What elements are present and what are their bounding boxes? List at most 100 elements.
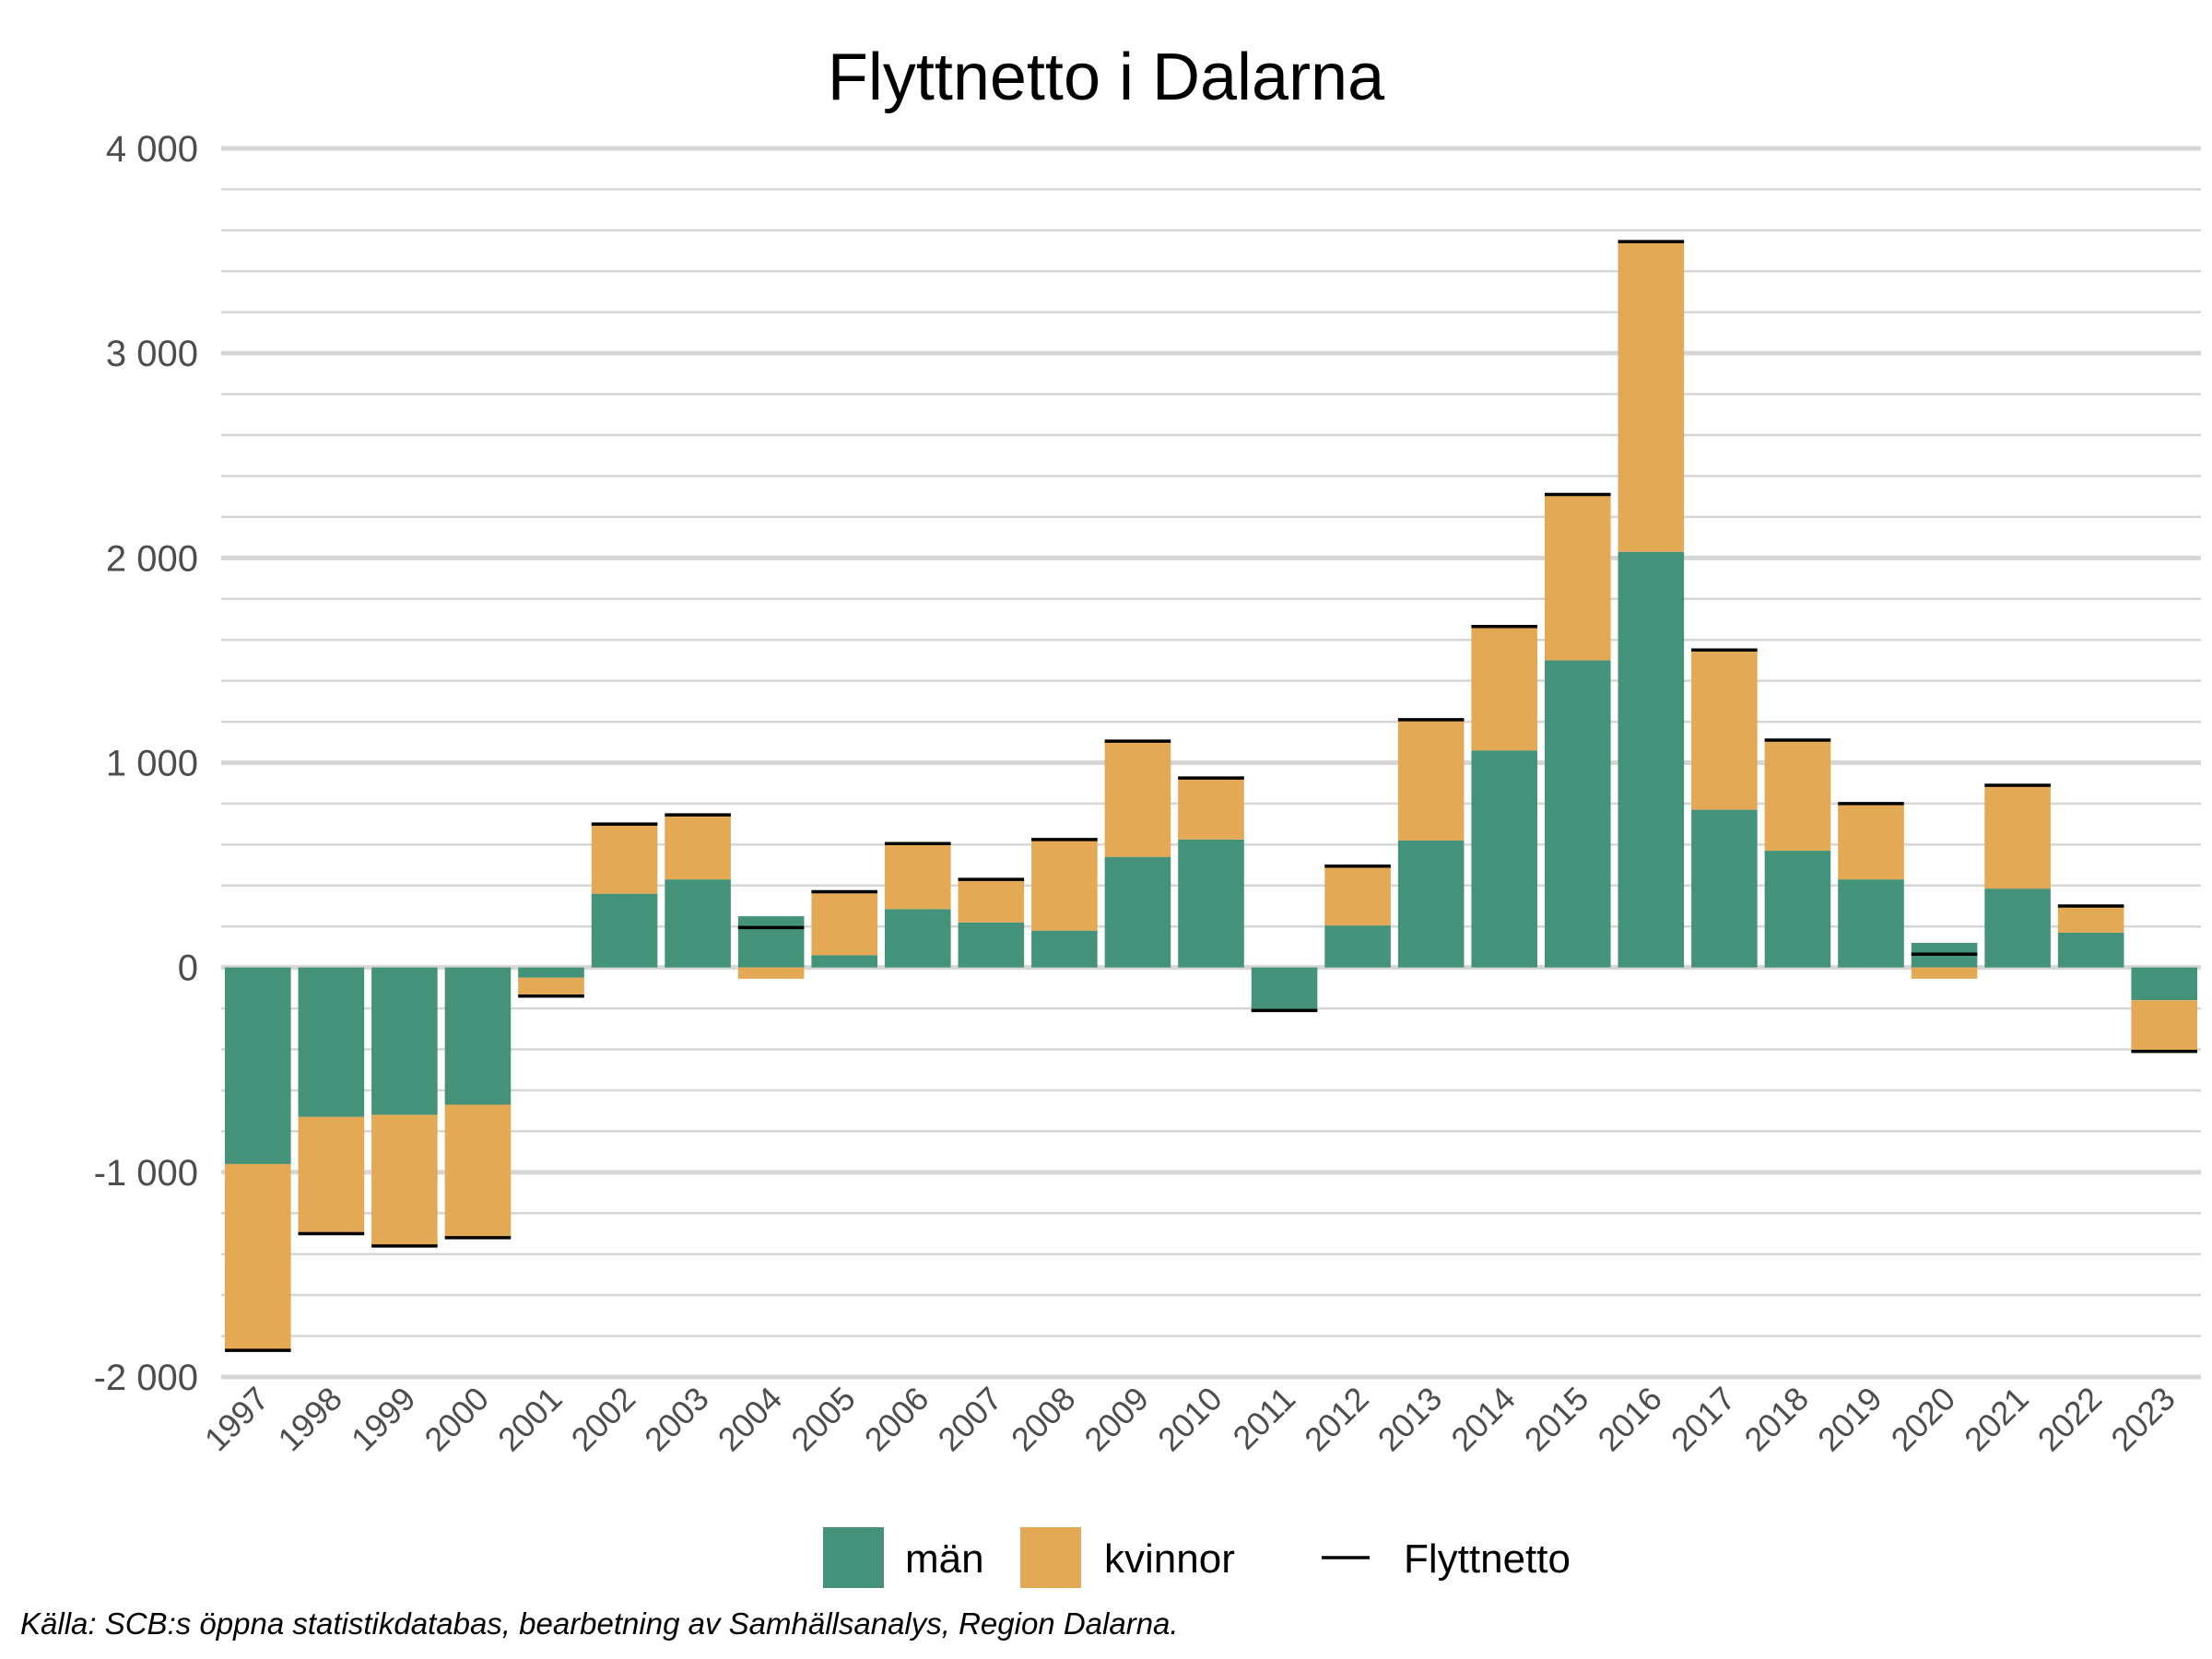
y-tick-label: 3 000 [106, 334, 198, 374]
bar-man [371, 967, 438, 1115]
y-tick-label: 4 000 [106, 129, 198, 170]
bar-kvinnor [1324, 865, 1391, 926]
x-tick-label: 1998 [270, 1380, 349, 1459]
y-tick-label: -2 000 [94, 1358, 198, 1398]
bar-kvinnor [371, 1114, 438, 1246]
x-tick-label: 2014 [1443, 1380, 1523, 1459]
bar-kvinnor [958, 879, 1025, 923]
bars [224, 241, 2198, 1351]
bar-man [1104, 856, 1171, 968]
x-tick-label: 2017 [1664, 1380, 1743, 1459]
chart-caption: Källa: SCB:s öppna statistikdatabas, bea… [20, 1606, 1179, 1641]
bar-kvinnor [1618, 241, 1685, 552]
bar-man [958, 922, 1025, 968]
bar-man [1397, 840, 1465, 968]
bar-kvinnor [1031, 839, 1098, 931]
bar-kvinnor [518, 977, 584, 996]
bar-man [1178, 839, 1244, 968]
bar-kvinnor [1104, 741, 1171, 857]
y-tick-label: -1 000 [94, 1153, 198, 1194]
x-tick-label: 2012 [1297, 1380, 1376, 1459]
y-axis-ticks: 4 000 3 000 2 000 1 000 0 -1 000 -2 000 [94, 129, 198, 1398]
bar-man [665, 879, 731, 968]
x-tick-label: 2013 [1371, 1380, 1450, 1459]
y-tick-label: 2 000 [106, 538, 198, 579]
x-tick-label: 2005 [783, 1380, 863, 1459]
bar-kvinnor [2057, 906, 2124, 933]
x-tick-label: 2022 [2030, 1380, 2110, 1459]
legend: män kvinnor Flyttnetto [823, 1527, 1571, 1588]
bar-man [1251, 967, 1318, 1011]
bar-man [591, 893, 658, 968]
net-lines [224, 240, 2198, 1352]
bar-kvinnor [444, 1104, 512, 1238]
x-tick-label: 2018 [1736, 1380, 1816, 1459]
bar-man [1471, 750, 1538, 968]
legend-swatch-kvinnor [1020, 1527, 1081, 1588]
x-tick-label: 2001 [490, 1380, 570, 1459]
bar-man [811, 955, 878, 968]
x-tick-label: 2010 [1150, 1380, 1230, 1459]
bar-man [1691, 809, 1758, 968]
bar-kvinnor [1471, 626, 1538, 751]
bar-kvinnor [665, 815, 731, 880]
bar-man [1618, 551, 1685, 968]
x-tick-label: 2016 [1590, 1380, 1669, 1459]
bar-kvinnor [298, 1116, 365, 1234]
bar-kvinnor [2131, 1000, 2198, 1052]
x-tick-label: 2011 [1225, 1380, 1302, 1457]
bar-man [298, 967, 365, 1117]
bar-man [224, 967, 291, 1164]
x-tick-label: 2009 [1077, 1380, 1156, 1459]
bar-kvinnor [811, 891, 878, 956]
bar-man [1031, 930, 1098, 968]
x-tick-label: 1999 [344, 1380, 423, 1459]
bar-man [518, 967, 584, 978]
y-tick-label: 0 [178, 948, 198, 989]
bar-kvinnor [591, 824, 658, 894]
bar-kvinnor [1838, 803, 1904, 880]
bar-kvinnor [224, 1163, 291, 1351]
x-tick-label: 2007 [930, 1380, 1009, 1459]
x-tick-label: 2006 [857, 1380, 936, 1459]
bar-kvinnor [884, 843, 951, 910]
bar-kvinnor [1397, 719, 1465, 841]
x-tick-label: 2021 [1957, 1380, 2036, 1459]
x-tick-label: 2020 [1884, 1380, 1963, 1459]
x-tick-label: 2000 [417, 1380, 496, 1459]
legend-swatch-man [823, 1527, 884, 1588]
bar-kvinnor [1984, 784, 2051, 889]
x-tick-label: 2019 [1810, 1380, 1889, 1459]
bar-kvinnor [1544, 494, 1611, 661]
legend-label-flyttnetto: Flyttnetto [1404, 1536, 1571, 1582]
bar-man [1544, 660, 1611, 968]
chart-title: Flyttnetto i Dalarna [828, 41, 1385, 114]
x-tick-label: 1997 [197, 1380, 276, 1459]
bar-man [1984, 888, 2051, 968]
bar-man [1324, 925, 1391, 968]
bar-kvinnor [1911, 967, 1978, 979]
bar-man [2131, 967, 2198, 1001]
x-tick-label: 2004 [711, 1380, 790, 1459]
bar-man [884, 909, 951, 968]
bar-kvinnor [1178, 778, 1244, 840]
bar-man [1838, 879, 1904, 968]
legend-label-kvinnor: kvinnor [1104, 1536, 1235, 1582]
bar-man [444, 967, 512, 1105]
legend-label-man: män [905, 1536, 984, 1582]
gridlines [221, 146, 2201, 1380]
bar-kvinnor [1764, 740, 1831, 852]
x-tick-label: 2008 [1004, 1380, 1083, 1459]
bar-man [737, 916, 805, 968]
x-tick-label: 2003 [637, 1380, 716, 1459]
x-axis-ticks: 1997199819992000200120022003200420052006… [197, 1380, 2183, 1459]
x-tick-label: 2002 [564, 1380, 643, 1459]
bar-kvinnor [1691, 650, 1758, 810]
x-tick-label: 2015 [1517, 1380, 1596, 1459]
bar-kvinnor [737, 967, 805, 979]
y-tick-label: 1 000 [106, 744, 198, 784]
bar-man [2057, 932, 2124, 968]
x-tick-label: 2023 [2103, 1380, 2183, 1459]
bar-man [1764, 851, 1831, 968]
